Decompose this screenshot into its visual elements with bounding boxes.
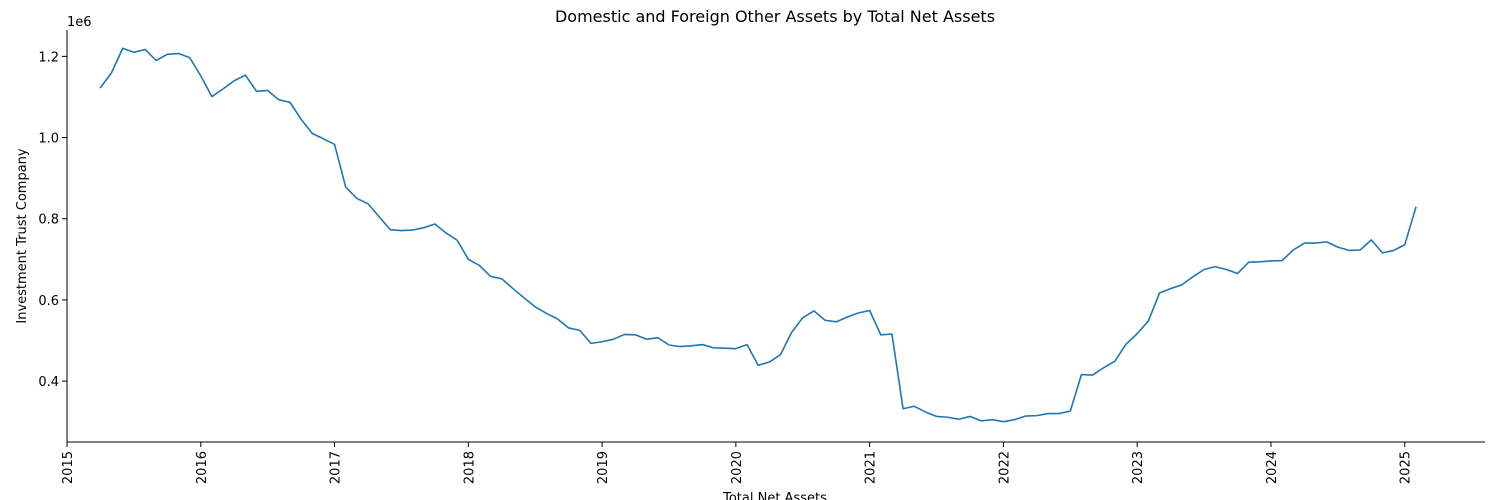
y-tick-label: 0.6: [38, 294, 59, 309]
x-tick-label: 2016: [195, 451, 210, 484]
x-tick-label: 2017: [329, 451, 344, 484]
x-tick-label: 2025: [1399, 451, 1414, 484]
x-tick-label: 2022: [997, 451, 1012, 484]
y-axis-title: Investment Trust Company: [15, 148, 30, 324]
y-tick-label: 0.4: [38, 375, 59, 390]
x-tick-label: 2024: [1265, 451, 1280, 484]
x-tick-label: 2021: [864, 451, 879, 484]
chart-title: Domestic and Foreign Other Assets by Tot…: [555, 7, 995, 26]
x-tick-label: 2018: [462, 451, 477, 484]
x-tick-label: 2015: [61, 451, 76, 484]
x-axis-title: Total Net Assets: [722, 491, 827, 500]
series-line: [99, 47, 1417, 423]
x-tick-label: 2019: [596, 451, 611, 484]
y-offset-label: 1e6: [67, 15, 92, 30]
y-tick-label: 1.2: [38, 50, 59, 65]
y-tick-label: 0.8: [38, 213, 59, 228]
plot-area: 0.4 0.6 0.8 1.0 1.2 2015 2016 2017 2018 2019 2020 2…: [38, 30, 1485, 484]
y-tick-label: 1.0: [38, 132, 59, 147]
x-tick-label: 2023: [1131, 451, 1146, 484]
x-tick-label: 2020: [730, 451, 745, 484]
